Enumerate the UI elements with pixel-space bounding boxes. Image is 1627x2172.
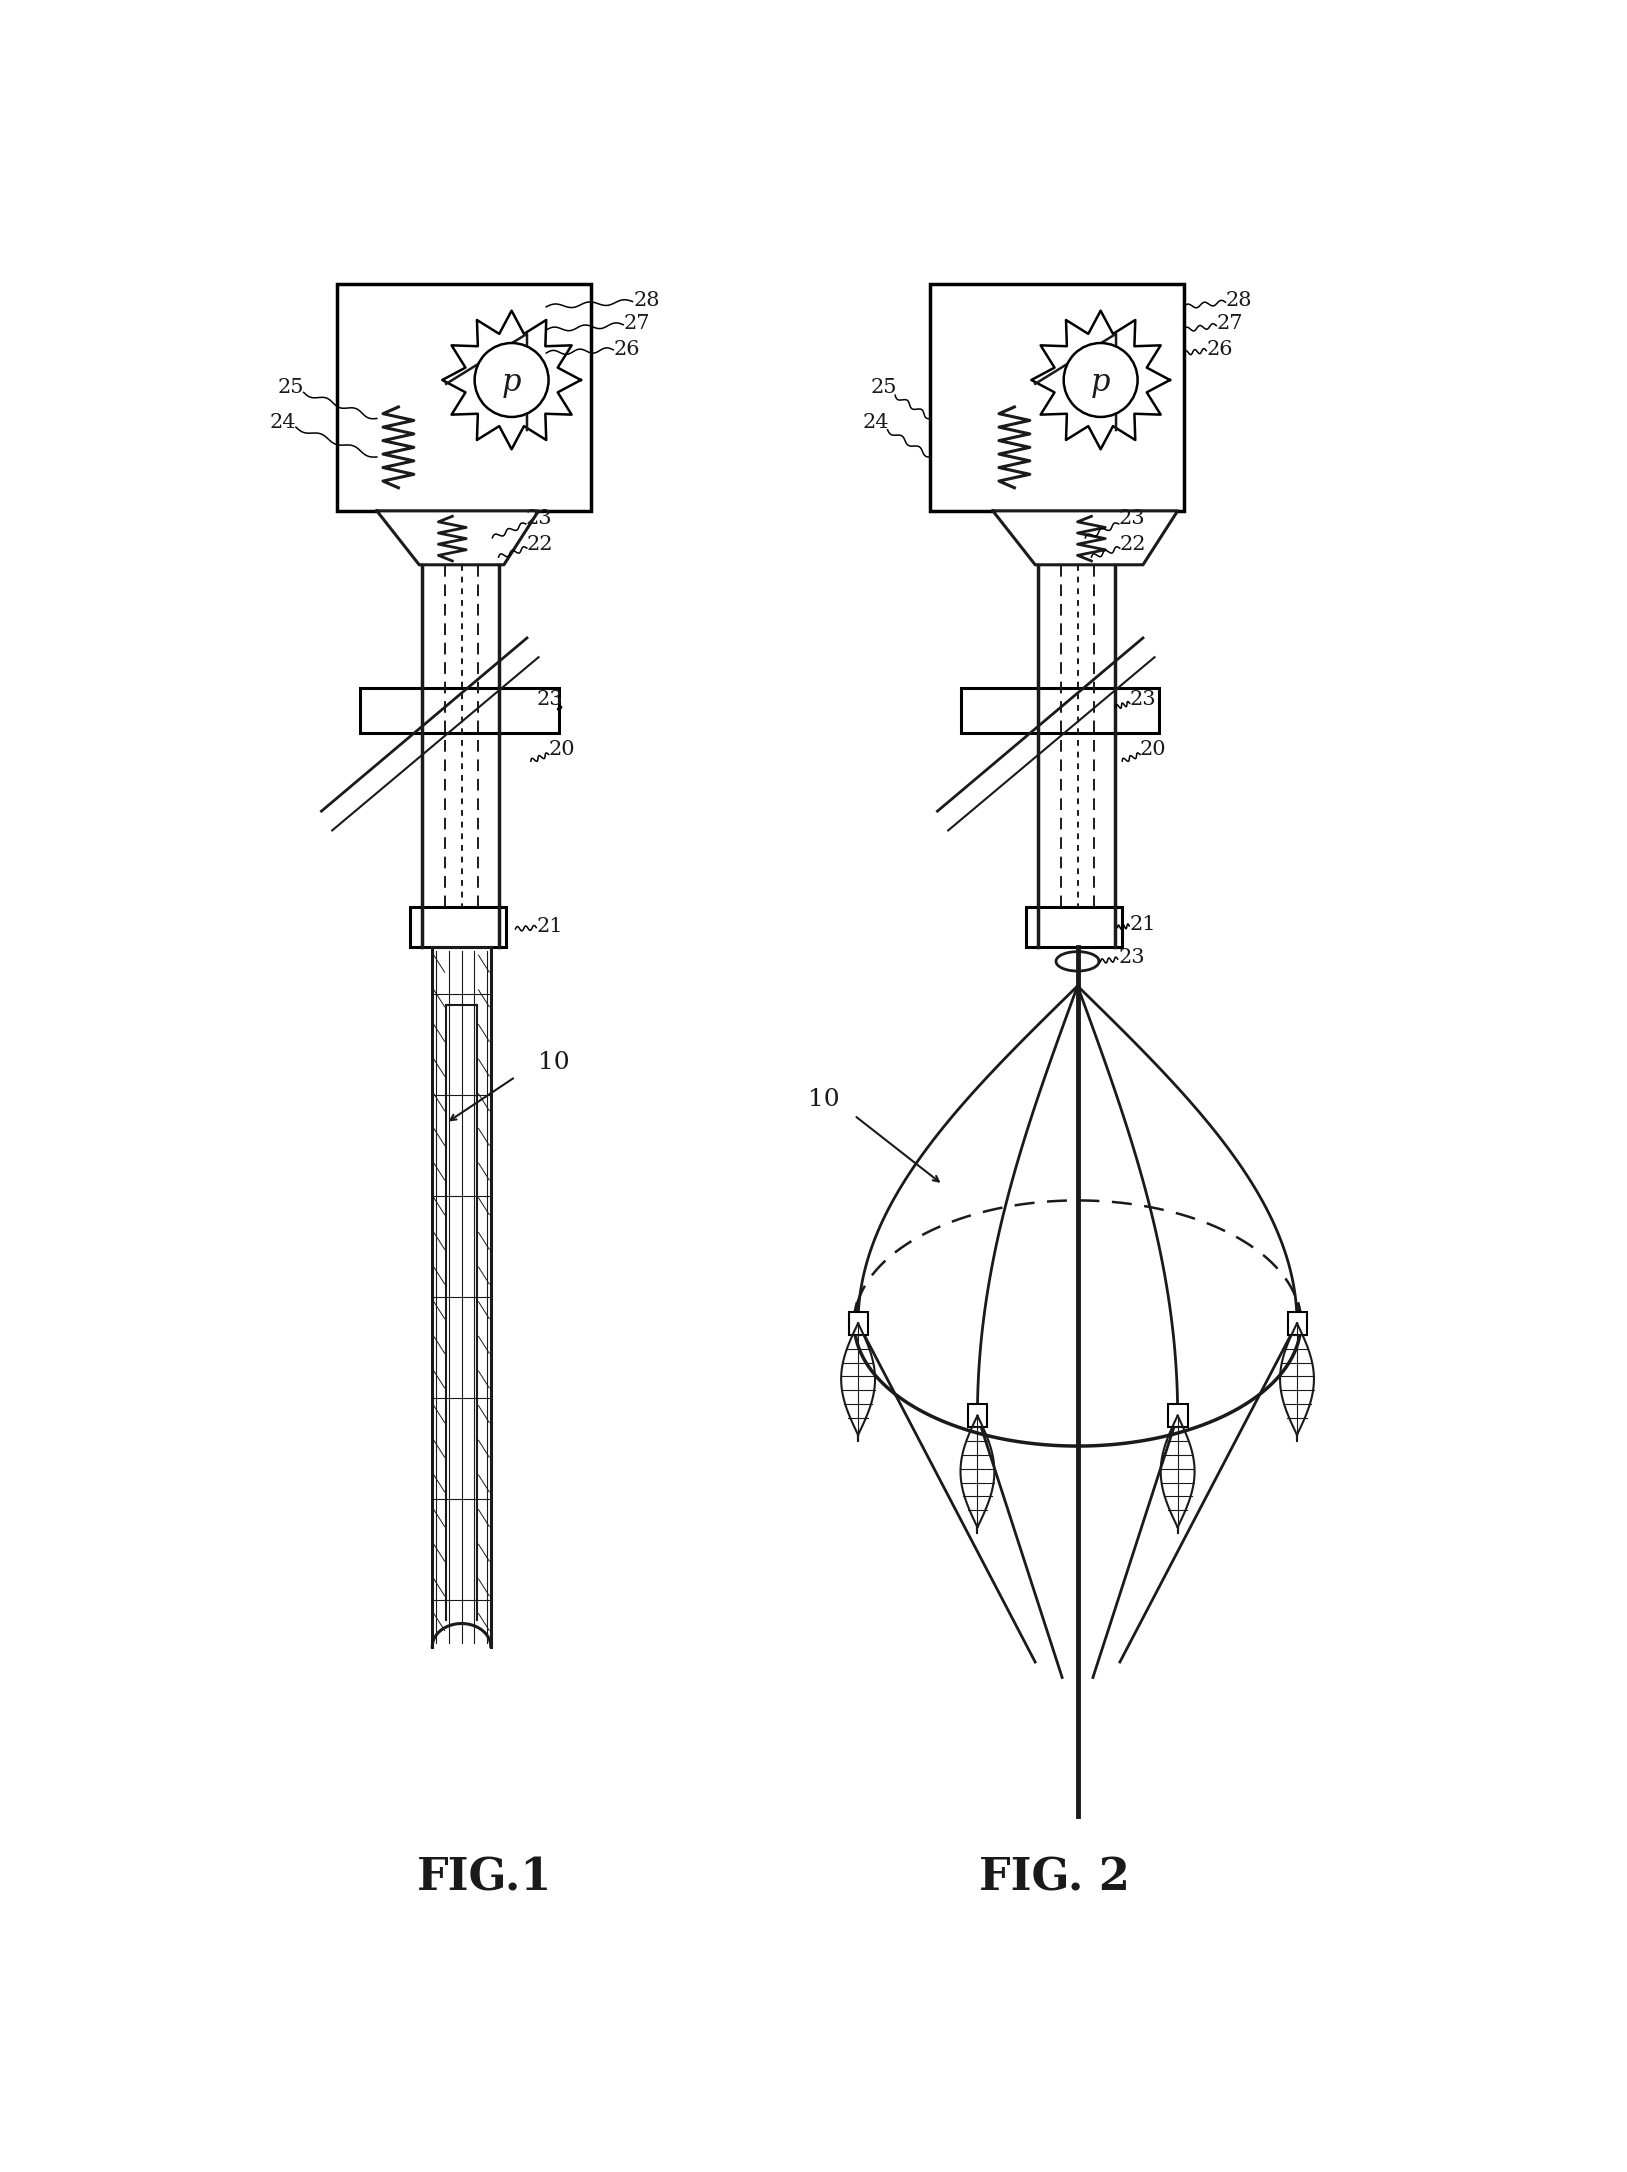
Bar xyxy=(960,689,1158,732)
Text: 21: 21 xyxy=(1129,914,1157,934)
Bar xyxy=(849,1312,869,1336)
Text: 23: 23 xyxy=(526,508,552,528)
Text: FIG. 2: FIG. 2 xyxy=(979,1857,1129,1898)
Polygon shape xyxy=(377,510,539,565)
Text: 24: 24 xyxy=(862,413,888,432)
Text: 21: 21 xyxy=(537,917,563,936)
Bar xyxy=(1027,908,1123,947)
Text: 28: 28 xyxy=(1227,291,1253,311)
Bar xyxy=(337,285,591,510)
Bar xyxy=(1287,1312,1306,1336)
Text: 28: 28 xyxy=(633,291,659,311)
Text: 23: 23 xyxy=(1129,691,1157,708)
Text: p: p xyxy=(501,367,521,397)
Circle shape xyxy=(1064,343,1137,417)
Bar xyxy=(968,1403,988,1427)
Text: 23: 23 xyxy=(537,691,563,708)
Bar xyxy=(1168,1403,1188,1427)
Text: 27: 27 xyxy=(623,315,651,332)
Text: p: p xyxy=(1090,367,1110,397)
Text: 22: 22 xyxy=(1119,534,1147,554)
Text: 25: 25 xyxy=(277,378,304,397)
Bar xyxy=(360,689,558,732)
Text: 25: 25 xyxy=(870,378,896,397)
Bar xyxy=(929,285,1184,510)
Circle shape xyxy=(475,343,548,417)
Text: 27: 27 xyxy=(1217,315,1243,332)
Text: 22: 22 xyxy=(527,534,553,554)
Text: 26: 26 xyxy=(613,339,641,358)
Text: FIG.1: FIG.1 xyxy=(417,1857,552,1898)
Text: 23: 23 xyxy=(1118,947,1145,967)
Text: 20: 20 xyxy=(1139,741,1167,758)
Polygon shape xyxy=(992,510,1178,565)
Bar xyxy=(410,908,506,947)
Text: 24: 24 xyxy=(270,413,296,432)
Text: 20: 20 xyxy=(548,741,574,758)
Text: 26: 26 xyxy=(1207,339,1233,358)
Text: 10: 10 xyxy=(807,1088,840,1112)
Text: 10: 10 xyxy=(539,1051,569,1075)
Text: 23: 23 xyxy=(1118,508,1145,528)
